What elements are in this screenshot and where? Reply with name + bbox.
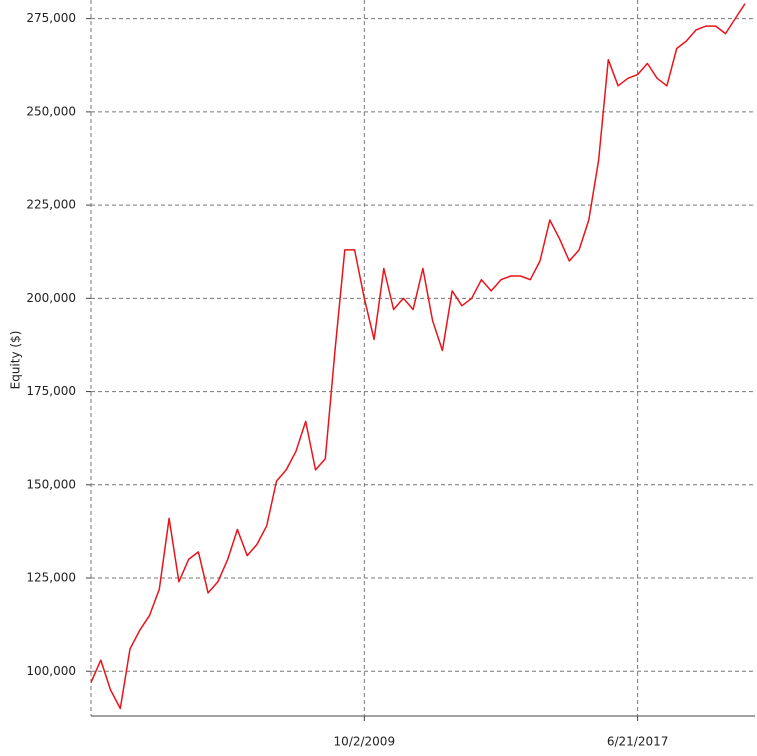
x-tick-label: 6/21/2017 xyxy=(607,735,669,749)
y-tick-label: 225,000 xyxy=(26,198,76,212)
y-tick-label: 100,000 xyxy=(26,664,76,678)
y-tick-label: 175,000 xyxy=(26,384,76,398)
y-tick-label: 150,000 xyxy=(26,477,76,491)
x-tick-label: 10/2/2009 xyxy=(334,735,396,749)
y-tick-label: 250,000 xyxy=(26,104,76,118)
y-tick-label: 275,000 xyxy=(26,11,76,25)
y-tick-label: 200,000 xyxy=(26,291,76,305)
y-axis-label: Equity ($) xyxy=(9,331,23,390)
equity-line xyxy=(90,3,746,710)
y-tick-label: 125,000 xyxy=(26,571,76,585)
